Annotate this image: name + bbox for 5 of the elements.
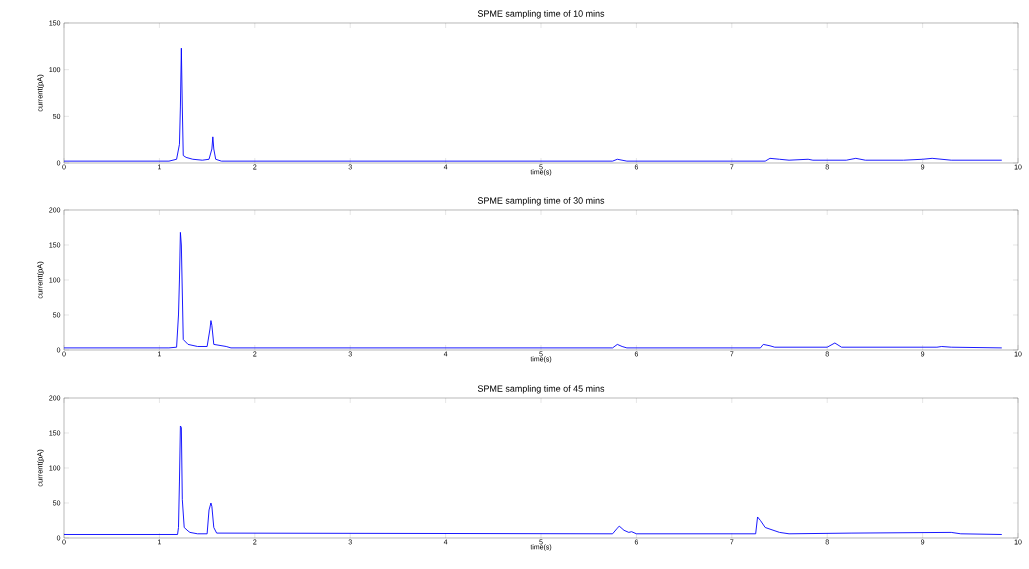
line-series xyxy=(63,231,1003,349)
chart-title: SPME sampling time of 30 mins xyxy=(477,197,605,206)
chart-title: SPME sampling time of 10 mins xyxy=(477,10,605,19)
chart-title: SPME sampling time of 45 mins xyxy=(477,385,605,394)
line-series xyxy=(63,425,1003,535)
